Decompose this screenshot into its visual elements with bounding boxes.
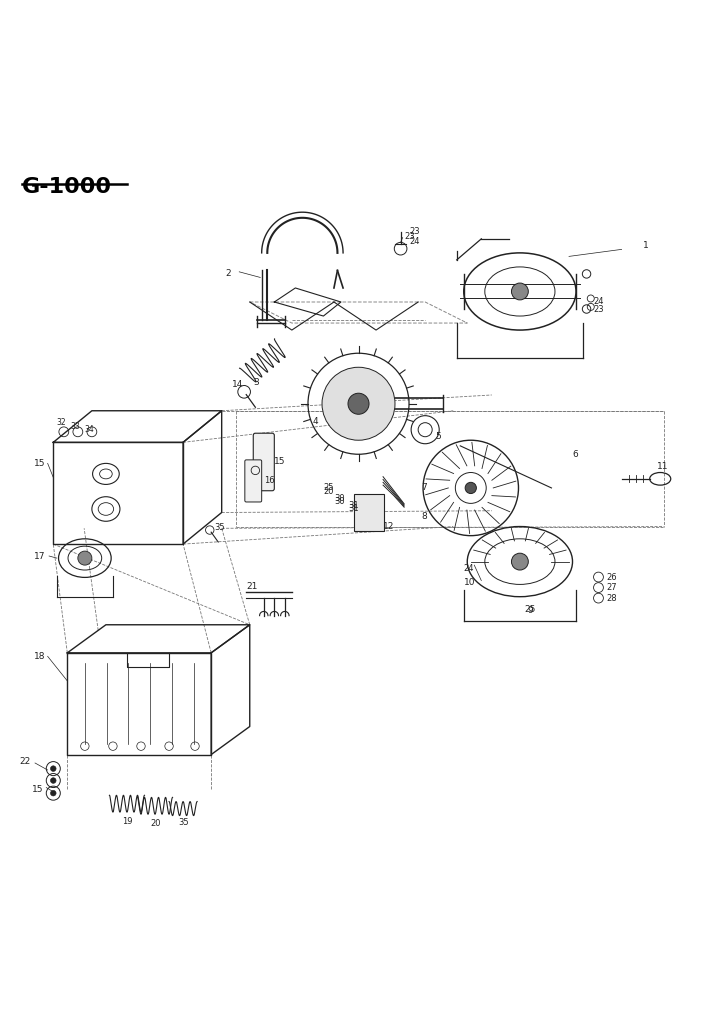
Text: 22: 22 [20,757,31,766]
Text: 35: 35 [214,524,225,532]
Text: 10: 10 [464,578,475,587]
Text: 23: 23 [404,232,415,241]
Text: 24: 24 [464,564,474,573]
Text: 4: 4 [313,417,319,425]
Text: 21: 21 [246,581,258,590]
Text: 27: 27 [606,583,617,592]
Text: 23: 23 [409,228,420,237]
Circle shape [465,483,476,494]
Text: 8: 8 [422,511,427,521]
Text: 20: 20 [324,487,334,496]
Text: 24: 24 [594,297,604,306]
Text: 26: 26 [606,573,617,581]
Text: 24: 24 [409,237,420,246]
Text: 31: 31 [348,504,359,512]
Text: 23: 23 [594,304,604,314]
FancyBboxPatch shape [354,494,385,531]
Circle shape [348,394,369,414]
Text: 9: 9 [527,606,532,615]
Text: 11: 11 [657,462,668,472]
Text: 6: 6 [572,450,578,459]
Circle shape [50,778,56,783]
Text: 15: 15 [33,459,45,467]
Text: 30: 30 [334,494,344,503]
Text: 14: 14 [232,379,244,388]
Text: 5: 5 [436,433,442,441]
Text: 20: 20 [150,819,160,828]
FancyBboxPatch shape [245,460,262,502]
Text: 12: 12 [383,522,395,531]
Text: 32: 32 [57,418,67,427]
Text: 33: 33 [71,421,80,430]
Circle shape [322,367,395,440]
Text: 30: 30 [334,497,344,505]
Text: 28: 28 [606,593,617,603]
Text: 18: 18 [33,652,45,661]
Text: G-1000: G-1000 [22,177,111,197]
Circle shape [50,766,56,772]
Text: 2: 2 [225,270,231,279]
Text: 17: 17 [33,551,45,561]
Text: 15: 15 [274,457,286,466]
Circle shape [511,554,528,570]
Text: 16: 16 [264,477,274,486]
Text: 35: 35 [178,818,189,827]
FancyBboxPatch shape [253,434,274,491]
Text: 7: 7 [422,484,427,492]
Text: 1: 1 [643,241,648,250]
Text: 19: 19 [122,817,133,826]
Circle shape [78,551,92,565]
Text: 3: 3 [253,378,259,387]
Text: 34: 34 [85,425,94,435]
Text: 25: 25 [525,605,536,614]
Circle shape [50,790,56,796]
Circle shape [511,283,528,300]
Text: 31: 31 [348,501,359,510]
Text: 25: 25 [324,484,334,492]
Text: 15: 15 [32,785,44,794]
